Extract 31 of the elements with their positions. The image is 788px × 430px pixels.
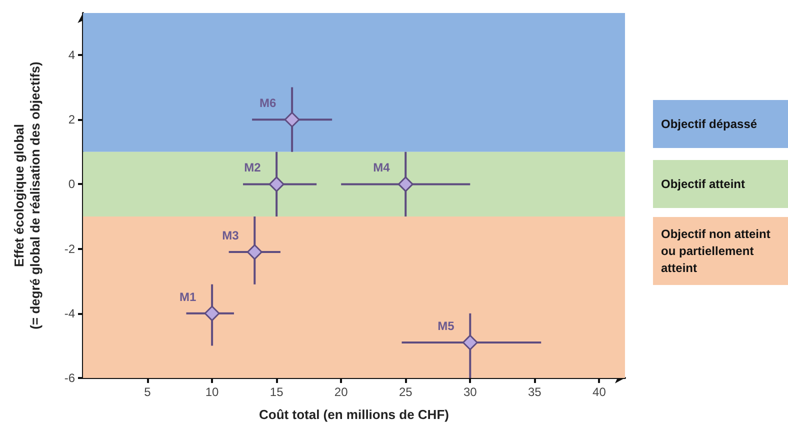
y-tick-label: -2 [64,242,76,256]
y-tick-label: -6 [64,371,76,385]
x-tick-label: 40 [592,385,606,399]
annotation: M4 [373,160,390,175]
annotation: M2 [244,160,262,175]
point [284,112,300,128]
x-tick-label: 15 [270,385,284,399]
x-tick-label: 30 [463,385,478,399]
band-label: Objectif non atteint ou partiellement atteint [661,227,770,275]
y-tick-label: 0 [68,177,76,192]
annotation: M6 [260,96,277,110]
x-tick-label: 20 [334,385,348,399]
point [462,334,478,350]
y-tick-label: 4 [68,48,76,62]
x-tick-label: 10 [205,385,220,399]
annotation: M5 [438,318,455,333]
band-label: Objectif dépassé [661,117,758,131]
point [246,244,262,260]
x-tick-label: 25 [398,385,413,399]
point [398,176,414,192]
x-tick-label: 35 [528,385,542,399]
point [204,306,220,322]
y-tick-label: 2 [68,112,76,127]
y-axis-title: Effet écologique global (= degré global de réalisation des objectifs) [12,62,42,330]
y-tick-label: -4 [64,306,76,320]
annotation: M3 [222,228,240,243]
point [268,176,284,192]
band-label: Objectif atteint [661,177,746,191]
annotation: M1 [180,290,197,304]
x-axis-title: Coût total (en millions de CHF) [259,407,449,422]
x-tick-label: 5 [144,385,152,399]
